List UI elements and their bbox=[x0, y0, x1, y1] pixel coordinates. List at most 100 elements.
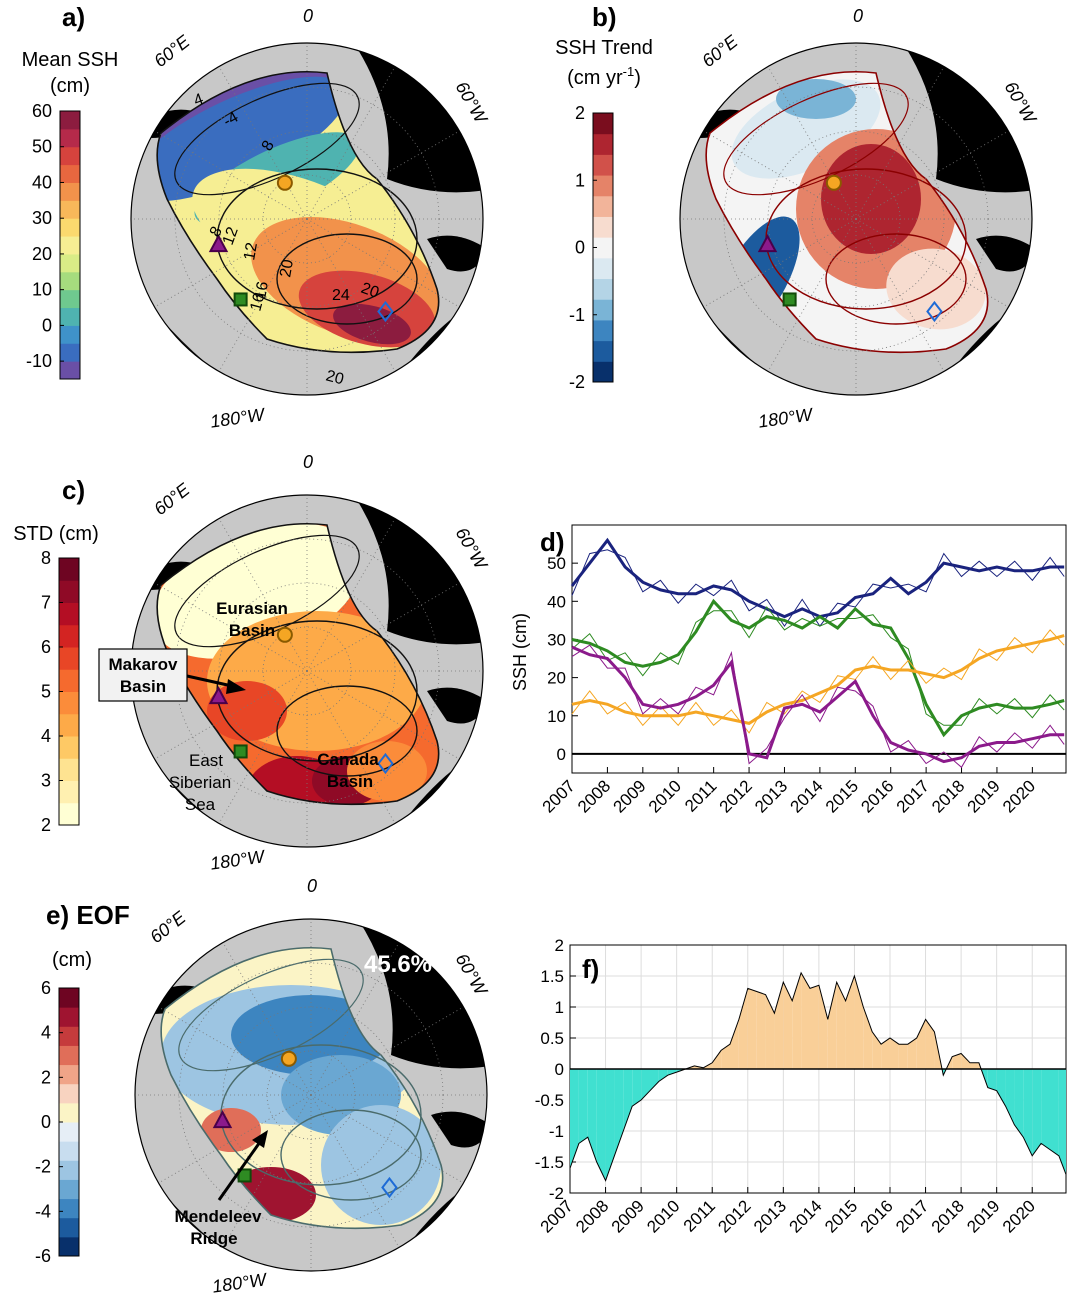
colorbar-tick-label: 5 bbox=[41, 682, 51, 702]
contour-line bbox=[276, 685, 418, 777]
colorbar-segment bbox=[59, 647, 79, 670]
area-segment bbox=[632, 1069, 642, 1107]
y-tick-label: -2 bbox=[549, 1184, 564, 1203]
y-tick-label: 0 bbox=[557, 745, 566, 764]
colorbar-tick-label: 30 bbox=[32, 208, 52, 228]
station-square-marker bbox=[782, 292, 797, 307]
colorbar-segment bbox=[59, 1045, 79, 1066]
x-tick-label: 2014 bbox=[787, 776, 827, 816]
colorbar-a: Mean SSH (cm) 60 50 40 30 20 10 0 -10 bbox=[22, 49, 119, 380]
colorbar-e: (cm) 6 4 2 0 -2 -4 -6 bbox=[35, 949, 92, 1266]
colorbar-b-title-2: (cm yr-1) bbox=[567, 64, 641, 89]
colorbar-segment bbox=[593, 113, 613, 135]
panel-c-label: c) bbox=[62, 475, 85, 505]
colorbar-tick-label: 20 bbox=[32, 244, 52, 264]
colorbar-segment bbox=[59, 988, 79, 1008]
x-tick-label: 2013 bbox=[751, 776, 791, 816]
map-c-label-right: 60°W bbox=[452, 524, 492, 574]
coast-contour bbox=[156, 522, 440, 806]
station-triangle-marker bbox=[208, 234, 229, 253]
east-siberian-label-3: Sea bbox=[185, 795, 216, 814]
x-tick-label: 2011 bbox=[680, 1196, 719, 1235]
colorbar-tick-label: 2 bbox=[41, 815, 51, 835]
colorbar-a-title-1: Mean SSH bbox=[22, 49, 119, 71]
colorbar-tick-label: 10 bbox=[32, 280, 52, 300]
area-segment bbox=[570, 1069, 579, 1169]
area-segment bbox=[667, 1069, 677, 1076]
area-segment bbox=[1058, 1069, 1066, 1175]
x-tick-label: 2007 bbox=[539, 776, 579, 816]
area-segment bbox=[658, 1069, 668, 1082]
area-segment bbox=[721, 1044, 730, 1069]
area-segment bbox=[1032, 1069, 1042, 1156]
graticule-line bbox=[158, 1094, 312, 1184]
area-segment bbox=[810, 985, 819, 1069]
y-tick-label: 50 bbox=[547, 554, 566, 573]
contour-label: 12 bbox=[220, 225, 242, 248]
island bbox=[976, 235, 1032, 272]
area-segment bbox=[845, 976, 855, 1069]
graticule-line bbox=[767, 66, 857, 220]
area-segment bbox=[1050, 1069, 1059, 1156]
graticule-line bbox=[154, 582, 308, 672]
area-segment bbox=[765, 994, 775, 1069]
y-tick-label: 0 bbox=[555, 1060, 564, 1079]
chart-f: 2007200820092010201120122013201420152016… bbox=[535, 936, 1067, 1237]
graticule-line bbox=[222, 1094, 312, 1248]
colorbar-segment bbox=[60, 111, 80, 130]
graticule-line bbox=[306, 218, 396, 372]
colorbar-e-title: (cm) bbox=[52, 949, 92, 971]
colorbar-segment bbox=[59, 736, 79, 759]
chart-d: d) SSH (cm) 2007200820092010201120122013… bbox=[510, 524, 1067, 817]
contour-label: 20 bbox=[324, 367, 346, 388]
colorbar-segment bbox=[593, 237, 613, 259]
colorbar-tick-label: 2 bbox=[41, 1067, 51, 1087]
graticule-line bbox=[218, 66, 308, 220]
east-siberian-label-2: Siberian bbox=[169, 773, 231, 792]
chart-d-label: d) bbox=[540, 527, 565, 557]
area-segment bbox=[650, 1069, 659, 1091]
pc-line bbox=[569, 971, 1067, 1182]
area-segment bbox=[881, 1038, 890, 1069]
colorbar-tick-label: 4 bbox=[41, 1023, 51, 1043]
area-segment bbox=[783, 982, 793, 1069]
mendeleev-callout: Mendeleev Ridge bbox=[175, 1130, 268, 1248]
graticule-line bbox=[306, 130, 460, 220]
y-tick-label: 2 bbox=[555, 936, 564, 955]
series-line-monthly bbox=[571, 629, 1065, 734]
area-segment bbox=[1023, 1069, 1033, 1156]
station-circle-marker bbox=[276, 174, 293, 191]
x-tick-label: 2017 bbox=[893, 776, 933, 816]
x-tick-label: 2017 bbox=[892, 1196, 932, 1236]
contour-line bbox=[280, 1109, 422, 1201]
station-square-marker bbox=[233, 744, 248, 759]
colorbar-segment bbox=[59, 1198, 79, 1219]
x-tick-label: 2015 bbox=[822, 776, 862, 816]
station-diamond-marker bbox=[381, 1176, 398, 1199]
graticule-line bbox=[855, 218, 945, 372]
colorbar-tick-label: 1 bbox=[575, 170, 585, 190]
canada-basin-label-2: Basin bbox=[327, 772, 373, 791]
colorbar-segment bbox=[59, 691, 79, 715]
contour-line bbox=[825, 233, 967, 325]
field-patch bbox=[157, 76, 348, 202]
x-tick-label: 2011 bbox=[681, 776, 720, 815]
colorbar-tick-label: 3 bbox=[41, 771, 51, 791]
colorbar-segment bbox=[59, 1217, 79, 1238]
station-square-marker bbox=[237, 1168, 252, 1183]
area-segment bbox=[952, 1053, 962, 1069]
colorbar-tick-label: 4 bbox=[41, 726, 51, 746]
graticule-line bbox=[154, 218, 308, 308]
colorbar-segment bbox=[59, 624, 79, 648]
station-diamond-marker bbox=[926, 300, 943, 323]
map-b-label-bottom: 180°W bbox=[757, 404, 815, 432]
graticule-line bbox=[855, 218, 1009, 308]
makarov-label-1: Makarov bbox=[109, 655, 179, 674]
map-c-label-bottom: 180°W bbox=[209, 846, 267, 874]
colorbar-tick-label: -2 bbox=[569, 372, 585, 392]
colorbar-tick-label: 0 bbox=[575, 238, 585, 258]
y-tick-label: 1.5 bbox=[540, 967, 564, 986]
map-e-label-left: 60°E bbox=[146, 907, 190, 948]
map-b bbox=[679, 42, 1033, 396]
